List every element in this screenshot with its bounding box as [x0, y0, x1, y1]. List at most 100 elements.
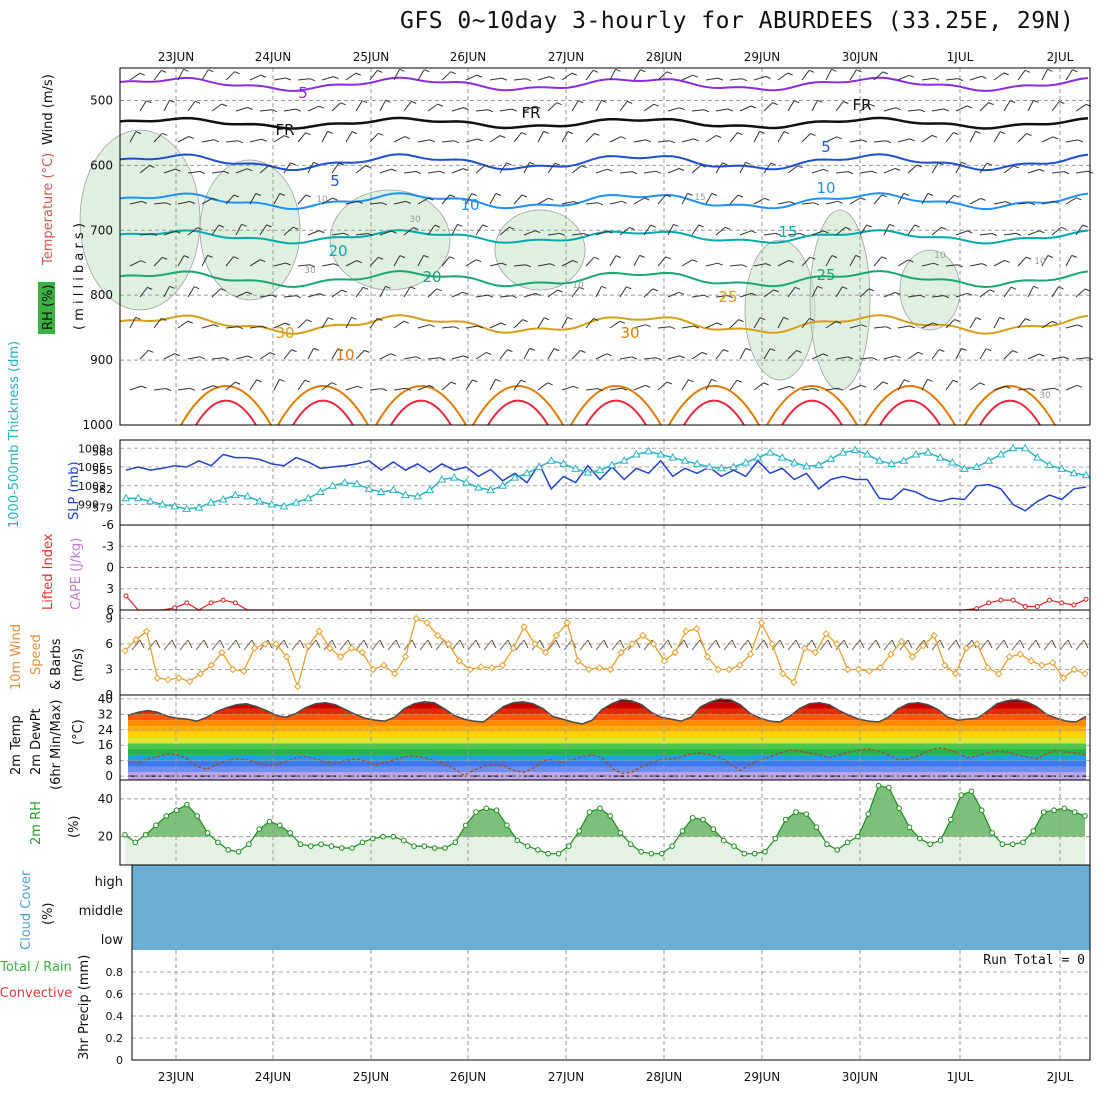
wind-barb — [619, 227, 630, 236]
wind-barb-flag — [894, 291, 901, 295]
wind-barb — [321, 197, 333, 205]
wind-barb — [777, 317, 784, 329]
surface-wind-barb-flag — [299, 639, 305, 649]
wind-barb — [489, 379, 496, 391]
wind-speed-point — [887, 650, 895, 658]
wind-barb — [609, 69, 616, 81]
wind-barb — [379, 168, 392, 174]
wind-barb — [585, 256, 595, 267]
bottom-date-label: 29JUN — [744, 1070, 781, 1084]
wind-barb-flag — [701, 351, 708, 355]
wind-barb — [1065, 69, 1073, 81]
thickness-point — [1033, 453, 1042, 461]
wind-barb-flag — [521, 194, 528, 198]
wind-barb-flag — [1071, 254, 1077, 258]
wind-barb-flag — [1072, 69, 1078, 73]
wind-barb — [1017, 133, 1027, 143]
wind-barb-flag — [919, 109, 926, 113]
wind-barb — [945, 132, 954, 143]
wind-barb — [681, 138, 694, 143]
wind-barb-flag — [914, 224, 920, 228]
surface-wind-barb-flag — [843, 639, 849, 649]
wind-barb-flag — [357, 385, 363, 389]
rh-point — [235, 848, 242, 855]
wind-barb — [427, 357, 440, 360]
ylabel-wind: Wind (m/s) — [41, 74, 56, 145]
surface-wind-barb — [595, 639, 605, 651]
wind-barb-flag — [615, 68, 621, 72]
wind-barb-flag — [522, 319, 528, 323]
wind-barb — [801, 256, 811, 267]
wind-barb-flag — [271, 109, 278, 113]
surface-wind-barb — [419, 639, 429, 651]
surface-wind-barb — [659, 639, 669, 651]
wind-barb — [211, 288, 222, 298]
wind-barb-flag — [700, 164, 707, 168]
wind-barb-flag — [939, 349, 945, 352]
rh-point — [1030, 828, 1037, 834]
wind-barb — [561, 260, 573, 267]
thickness-point — [1069, 468, 1079, 477]
wind-barb-flag — [881, 256, 887, 260]
wind-barb-flag — [290, 162, 296, 166]
cloud-cover-fill — [132, 865, 1090, 950]
wind-barb-flag — [327, 130, 333, 134]
wind-barb — [825, 320, 837, 329]
wind-barb — [619, 171, 632, 174]
wind-speed-point — [434, 631, 442, 640]
rh-contour-area — [494, 209, 586, 291]
wind-barb — [931, 108, 944, 112]
wind-barb-flag — [665, 256, 671, 260]
rh-point — [865, 811, 872, 817]
wind-barb-flag — [1013, 165, 1019, 169]
wind-barb-flag — [698, 224, 704, 228]
thickness-point — [230, 490, 240, 499]
wind-barb — [633, 139, 646, 143]
rh-point — [462, 822, 469, 829]
wind-speed-point — [315, 627, 323, 635]
wind-barb-flag — [975, 130, 981, 134]
cloud-level-label: middle — [79, 904, 123, 919]
wind-barb-flag — [403, 320, 410, 324]
rh-contour-area — [79, 129, 201, 311]
wind-barb — [561, 72, 573, 81]
surface-wind-barb — [883, 639, 893, 651]
wind-barb — [801, 70, 810, 81]
wind-barb — [859, 288, 870, 298]
wind-barb — [787, 233, 800, 236]
wind-barb — [369, 132, 379, 143]
wind-barb-flag — [499, 135, 506, 139]
wind-barb-flag — [919, 294, 926, 298]
wind-barb-flag — [237, 140, 244, 144]
wind-barb-flag — [703, 294, 710, 298]
slp-tick-label: 999 — [78, 499, 99, 512]
wind-barb-flag — [909, 325, 915, 329]
li-tick-label: -3 — [102, 539, 114, 553]
wind-barb — [249, 379, 257, 391]
wind-barb-flag — [472, 379, 478, 383]
wind-barb-flag — [424, 69, 430, 73]
thickness-point — [182, 504, 192, 512]
wind-barb-flag — [808, 69, 815, 73]
wind-barb-flag — [260, 259, 266, 263]
wind-barb-flag — [511, 295, 518, 299]
rh-point — [710, 826, 717, 832]
wind-barb-flag — [981, 263, 987, 267]
wind-speed-point — [304, 641, 313, 650]
isotherm-30-dome — [375, 385, 467, 426]
wind-barb — [907, 294, 920, 298]
wind-speed-point — [1027, 657, 1035, 665]
wind-barb — [513, 319, 523, 329]
wind-barb-flag — [147, 286, 153, 290]
wind-barb — [489, 322, 502, 329]
rh-point — [824, 841, 830, 848]
wind-barb-flag — [885, 140, 892, 144]
wind-barb-flag — [871, 357, 878, 361]
wind-barb — [297, 132, 306, 143]
wind-barb — [691, 294, 704, 298]
wind-barb-flag — [895, 107, 901, 111]
wind-speed-point — [207, 661, 215, 669]
wind-barb-flag — [525, 264, 532, 268]
wind-barb-flag — [487, 294, 494, 298]
